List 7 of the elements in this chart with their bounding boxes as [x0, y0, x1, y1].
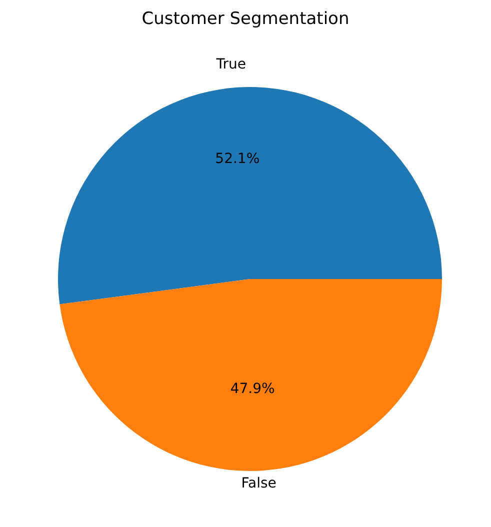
slice-label: False [241, 476, 276, 492]
data-label: 47.9% [230, 380, 275, 397]
pie-slice [60, 279, 442, 471]
chart-title: Customer Segmentation [140, 8, 350, 30]
slice-label: True [215, 56, 246, 72]
pie-slice [58, 87, 442, 304]
data-label: 52.1% [215, 151, 260, 168]
